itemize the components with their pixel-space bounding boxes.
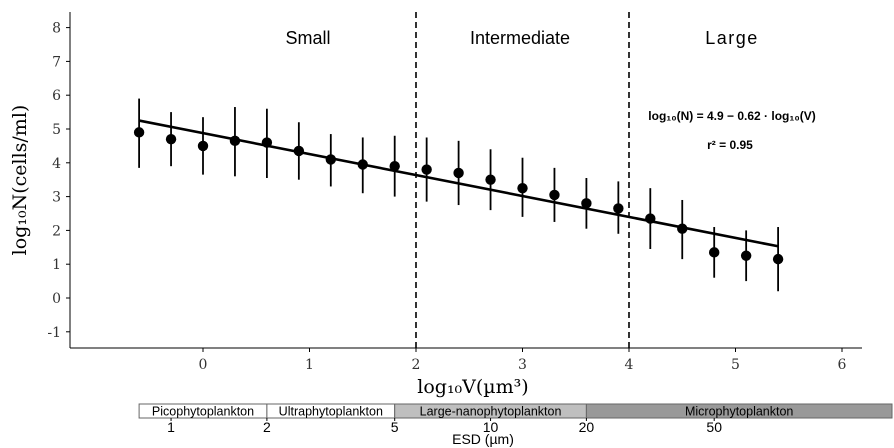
esd-axis-title: ESD (µm) — [452, 431, 514, 447]
x-tick-label: 6 — [838, 357, 847, 373]
size-class-label: Intermediate — [470, 28, 570, 48]
x-tick-label: 1 — [305, 357, 314, 373]
data-point — [165, 133, 177, 145]
error-bars — [138, 98, 779, 292]
data-point — [740, 250, 752, 261]
y-ticks: -1 0 1 2 3 4 5 6 7 8 — [47, 21, 70, 341]
y-tick-label: -1 — [47, 325, 61, 341]
fit-line-group — [138, 119, 779, 248]
x-tick-label: 5 — [731, 357, 740, 373]
data-point — [389, 160, 400, 172]
y-tick-label: 6 — [52, 88, 61, 104]
data-point — [613, 203, 624, 214]
data-point — [581, 198, 592, 209]
data-point — [133, 127, 145, 138]
esd-tick-label: 5 — [391, 419, 399, 435]
fit-line — [138, 119, 779, 248]
esd-tick-label: 20 — [579, 419, 595, 435]
data-point — [197, 140, 209, 152]
data-point — [709, 247, 720, 258]
y-tick-label: 0 — [52, 291, 61, 307]
x-axis-title: log₁₀V(µm³) — [417, 376, 528, 398]
size-class-labels: Small Intermediate Large — [285, 28, 759, 48]
esd-tick-label: 2 — [263, 419, 271, 435]
y-tick-label: 4 — [52, 156, 61, 172]
esd-class-box — [585, 403, 893, 419]
size-class-boundaries — [415, 12, 630, 348]
data-point — [293, 145, 305, 157]
esd-class-label: Microphytoplankton — [685, 405, 793, 419]
data-points — [133, 127, 784, 265]
esd-tick-label: 1 — [167, 419, 175, 435]
x-tick-label: 4 — [625, 357, 634, 373]
y-tick-label: 5 — [52, 122, 61, 138]
y-tick-label: 2 — [52, 223, 61, 239]
y-tick-label: 3 — [52, 190, 61, 206]
esd-ticks: 1 2 5 10 20 50 — [167, 418, 722, 435]
x-tick-label: 3 — [518, 357, 527, 373]
data-point — [229, 135, 241, 147]
x-ticks: 0 1 2 3 4 5 6 — [199, 348, 847, 373]
esd-class-label: Picophytoplankton — [152, 405, 254, 419]
esd-tick-label: 10 — [483, 419, 499, 435]
data-point — [261, 137, 273, 148]
x-tick-label: 0 — [199, 357, 208, 373]
data-point — [645, 213, 656, 224]
data-point — [421, 164, 432, 175]
y-tick-label: 8 — [52, 21, 61, 37]
size-class-label: Large — [705, 28, 759, 48]
y-tick-label: 7 — [52, 54, 61, 70]
data-point — [549, 189, 560, 201]
esd-tick-label: 50 — [706, 419, 722, 435]
x-tick-label: 2 — [412, 357, 421, 373]
data-point — [453, 167, 464, 179]
y-tick-label: 1 — [52, 257, 61, 273]
esd-class-bar: Picophytoplankton Ultraphytoplankton Large… — [138, 403, 893, 419]
data-point — [485, 174, 496, 185]
y-axis-title: log₁₀N(cells/ml) — [9, 105, 31, 256]
esd-class-label: Ultraphytoplankton — [279, 405, 383, 419]
data-point — [357, 159, 368, 170]
regression-equation: log₁₀(N) = 4.9 − 0.62 · log₁₀(V) — [648, 109, 815, 123]
data-point — [517, 182, 528, 194]
data-point — [677, 223, 688, 234]
data-point — [772, 253, 784, 265]
esd-class-label: Large-nanophytoplankton — [420, 405, 562, 419]
r-squared: r² = 0.95 — [707, 138, 753, 152]
data-point — [325, 154, 336, 165]
size-class-label: Small — [285, 28, 330, 48]
